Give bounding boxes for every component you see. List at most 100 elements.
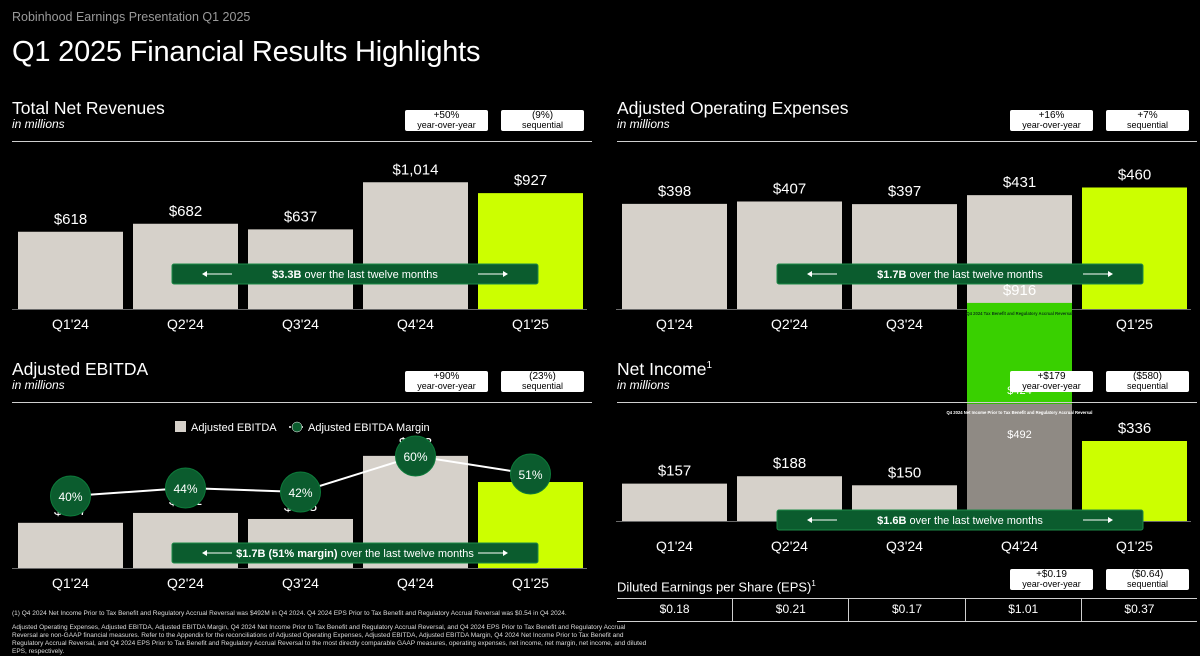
eps-cell: $0.37 bbox=[1080, 599, 1197, 621]
seq-value: ($0.64) bbox=[1131, 569, 1164, 580]
eps-seq-badge: ($0.64) sequential bbox=[1106, 569, 1189, 590]
netincome-category-label: Q4'24 bbox=[1001, 538, 1038, 554]
netincome-category-label: Q3'24 bbox=[886, 538, 923, 554]
opex-value-label: $460 bbox=[1118, 166, 1151, 183]
opex-bar bbox=[967, 195, 1072, 309]
yoy-caption: year-over-year bbox=[417, 381, 476, 391]
opex-category-label: Q3'24 bbox=[886, 316, 923, 332]
netincome-bar-q4-prior bbox=[967, 403, 1072, 521]
ebitda-margin-point bbox=[280, 471, 321, 513]
yoy-caption: year-over-year bbox=[1022, 120, 1081, 130]
seq-caption: sequential bbox=[1126, 381, 1169, 391]
ebitda-banner-rest: over the last twelve months bbox=[338, 548, 475, 560]
ebitda-margin-point bbox=[395, 435, 436, 477]
yoy-caption: year-over-year bbox=[1022, 579, 1081, 589]
netincome-category-label: Q2'24 bbox=[771, 538, 808, 554]
opex-bar bbox=[852, 204, 957, 309]
ebitda-legend-bar-swatch bbox=[175, 421, 186, 432]
revenues-category-label: Q1'24 bbox=[52, 316, 89, 332]
eps-cell: $0.21 bbox=[732, 599, 848, 621]
netincome-banner bbox=[776, 509, 1144, 531]
netincome-bar bbox=[622, 483, 727, 521]
netincome-value-label: $150 bbox=[888, 464, 921, 481]
opex-arrow-right-icon bbox=[1108, 271, 1113, 277]
netincome-value-label: $336 bbox=[1118, 420, 1151, 437]
panel-divider bbox=[617, 402, 1197, 403]
revenues-category-label: Q4'24 bbox=[397, 316, 434, 332]
netincome-banner-rest: over the last twelve months bbox=[907, 515, 1044, 527]
seq-value: (23%) bbox=[529, 371, 556, 382]
ebitda-category-label: Q2'24 bbox=[167, 575, 204, 591]
ebitda-margin-label: 44% bbox=[173, 482, 197, 496]
revenues-arrow-left-icon bbox=[202, 271, 207, 277]
ebitda-margin-point bbox=[50, 475, 91, 517]
seq-badge: +7% sequential bbox=[1106, 110, 1189, 131]
revenues-value-label: $637 bbox=[284, 208, 317, 225]
seq-caption: sequential bbox=[1126, 579, 1169, 589]
opex-value-label: $397 bbox=[888, 183, 921, 200]
netincome-banner-bold: $1.6B bbox=[877, 515, 906, 527]
opex-value-label: $407 bbox=[773, 180, 806, 197]
ebitda-legend-bar-label: Adjusted EBITDA bbox=[191, 422, 277, 434]
ebitda-legend-dot bbox=[291, 421, 303, 433]
netincome-arrow-left-icon bbox=[807, 517, 812, 523]
ebitda-margin-label: 40% bbox=[58, 490, 82, 504]
netincome-bar bbox=[1082, 441, 1187, 521]
seq-value: ($580) bbox=[1133, 371, 1162, 382]
footnote-1: (1) Q4 2024 Net Income Prior to Tax Bene… bbox=[12, 610, 567, 617]
panel-title: Net Income1 bbox=[617, 359, 712, 380]
opex-bar bbox=[737, 201, 842, 309]
revenues-category-label: Q3'24 bbox=[282, 316, 319, 332]
seq-badge: (23%) sequential bbox=[501, 371, 584, 392]
seq-caption: sequential bbox=[521, 120, 564, 130]
opex-value-label: $431 bbox=[1003, 174, 1036, 191]
netincome-q4-prior-value: $492 bbox=[1007, 429, 1031, 441]
netincome-category-label: Q1'25 bbox=[1116, 538, 1153, 554]
eps-title-text: Diluted Earnings per Share (EPS) bbox=[617, 579, 812, 595]
revenues-bar bbox=[478, 193, 583, 309]
opex-banner-bold: $1.7B bbox=[877, 269, 906, 281]
panel-title: Adjusted EBITDA bbox=[12, 359, 149, 379]
revenues-banner-rest: over the last twelve months bbox=[302, 269, 439, 281]
revenues-bar bbox=[18, 231, 123, 309]
revenues-bar bbox=[363, 182, 468, 309]
yoy-value: +16% bbox=[1038, 110, 1065, 121]
ebitda-category-label: Q1'25 bbox=[512, 575, 549, 591]
revenues-arrow-right-icon bbox=[503, 271, 508, 277]
netincome-value-label: $157 bbox=[658, 463, 691, 480]
revenues-banner-text: $3.3B over the last twelve months bbox=[272, 269, 438, 281]
revenues-value-label: $682 bbox=[169, 203, 202, 220]
opex-arrow-left-icon bbox=[807, 271, 812, 277]
opex-bar bbox=[622, 203, 727, 309]
yoy-badge: +$179 year-over-year bbox=[1010, 371, 1093, 392]
page-title: Q1 2025 Financial Results Highlights bbox=[12, 36, 481, 68]
panel-divider bbox=[617, 141, 1197, 142]
revenues-value-label: $618 bbox=[54, 211, 87, 228]
seq-caption: sequential bbox=[1126, 120, 1169, 130]
yoy-caption: year-over-year bbox=[1022, 381, 1081, 391]
opex-banner-text: $1.7B over the last twelve months bbox=[877, 269, 1043, 281]
ebitda-margin-label: 51% bbox=[518, 468, 542, 482]
ebitda-margin-point bbox=[165, 467, 206, 509]
opex-banner-rest: over the last twelve months bbox=[907, 269, 1044, 281]
panel-divider bbox=[12, 402, 592, 403]
netincome-q4-prior-caption: Q4 2024 Net Income Prior to Tax Benefit … bbox=[947, 410, 1093, 415]
panel-title-text: Net Income bbox=[617, 359, 707, 379]
footnote-2: Adjusted Operating Expenses, Adjusted EB… bbox=[12, 624, 647, 655]
opex-category-label: Q1'25 bbox=[1116, 316, 1153, 332]
yoy-badge: +16% year-over-year bbox=[1010, 110, 1093, 131]
revenues-banner bbox=[171, 263, 539, 285]
caption-line: Q4 2024 Net Income Prior to Tax Benefit … bbox=[947, 410, 1093, 415]
eps-title: Diluted Earnings per Share (EPS)1 bbox=[617, 579, 816, 594]
netincome-value-label: $916 bbox=[1003, 282, 1036, 299]
panel-subtitle: in millions bbox=[617, 378, 670, 392]
panel-subtitle: in millions bbox=[12, 117, 65, 131]
ebitda-arrow-right-icon bbox=[503, 550, 508, 556]
opex-category-label: Q2'24 bbox=[771, 316, 808, 332]
ebitda-banner bbox=[171, 542, 539, 564]
yoy-badge: +50% year-over-year bbox=[405, 110, 488, 131]
yoy-value: +90% bbox=[433, 371, 460, 382]
netincome-value-label: $188 bbox=[773, 455, 806, 472]
ebitda-margin-label: 42% bbox=[288, 486, 312, 500]
yoy-value: +50% bbox=[433, 110, 460, 121]
